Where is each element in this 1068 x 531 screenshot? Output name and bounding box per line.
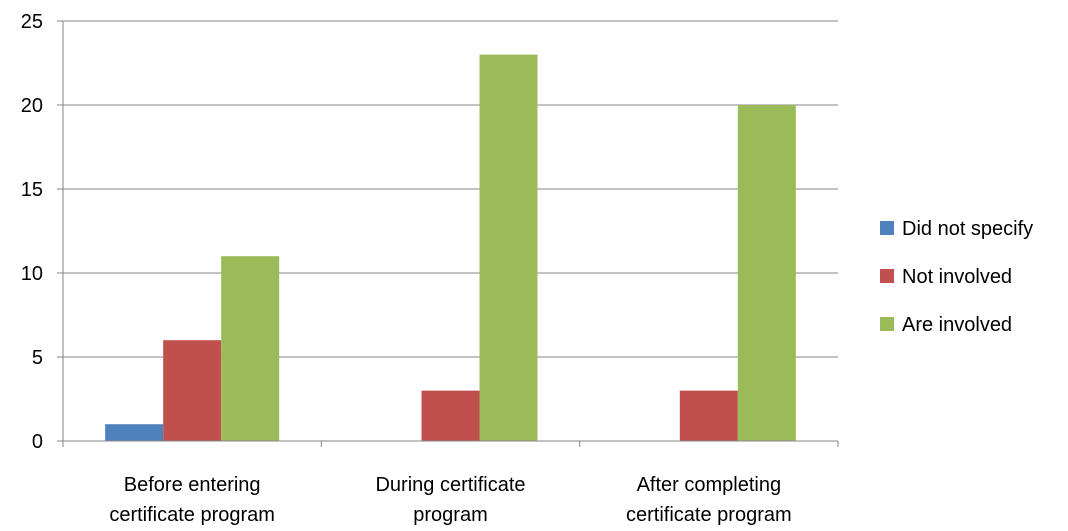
y-axis-tick-labels: 0 5 10 15 20 25: [21, 11, 43, 453]
y-tick-label: 20: [21, 95, 43, 117]
bars: [105, 54, 796, 441]
x-category-label: program: [413, 504, 487, 526]
y-tick-label: 5: [32, 347, 43, 369]
y-tick-label: 25: [21, 11, 43, 33]
gridlines: [63, 20, 838, 358]
bar: [221, 256, 280, 441]
legend-swatch: [880, 269, 894, 283]
bar: [737, 105, 796, 441]
bar: [479, 54, 538, 441]
legend-swatch: [880, 221, 894, 235]
x-axis: [57, 20, 839, 447]
bar: [105, 424, 164, 441]
x-category-label: certificate program: [626, 504, 792, 526]
y-tick-label: 0: [32, 431, 43, 453]
legend-swatch: [880, 317, 894, 331]
y-tick-label: 15: [21, 179, 43, 201]
x-category-label: During certificate: [375, 474, 525, 496]
x-category-label: certificate program: [109, 504, 275, 526]
legend: Did not specify Not involved Are involved: [880, 218, 1033, 336]
bar: [163, 340, 222, 441]
x-axis-category-labels: Before entering certificate program During…: [109, 474, 791, 526]
x-category-label: Before entering: [124, 474, 261, 496]
legend-label: Did not specify: [902, 218, 1033, 240]
bar: [421, 390, 480, 441]
x-category-label: After completing: [637, 474, 782, 496]
bar: [679, 390, 738, 441]
legend-label: Not involved: [902, 266, 1012, 288]
y-tick-label: 10: [21, 263, 43, 285]
legend-label: Are involved: [902, 314, 1012, 336]
